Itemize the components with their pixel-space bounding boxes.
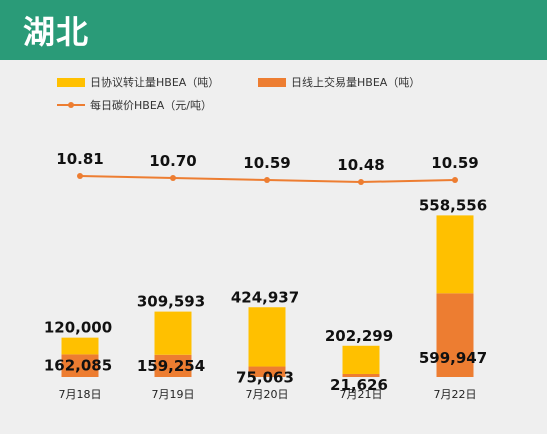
bar-agreement (342, 345, 380, 374)
bar-agreement (436, 215, 474, 294)
x-tick-label: 7月18日 (59, 388, 102, 401)
price-label: 10.59 (431, 154, 478, 172)
bar-agreement (154, 311, 192, 355)
data-label-agreement: 309,593 (137, 293, 205, 311)
price-point (452, 177, 458, 183)
bar-agreement (248, 307, 286, 367)
data-label-agreement: 558,556 (419, 196, 487, 214)
legend-label-online: 日线上交易量HBEA（吨） (291, 76, 421, 89)
price-point (264, 177, 270, 183)
legend-swatch-agreement (57, 77, 85, 87)
data-label-agreement: 424,937 (231, 288, 299, 306)
data-label-online: 21,626 (330, 376, 388, 394)
price-label: 10.70 (149, 152, 196, 170)
legend-item-agreement: 日协议转让量HBEA（吨） (57, 74, 219, 90)
data-label-agreement: 120,000 (44, 319, 112, 337)
legend-label-price: 每日碳价HBEA（元/吨） (90, 99, 212, 112)
bar-online (248, 366, 286, 377)
price-label: 10.59 (243, 154, 290, 172)
x-tick-label: 7月21日 (340, 388, 383, 401)
data-label-online: 162,085 (44, 356, 112, 374)
data-label-online: 75,063 (236, 369, 294, 387)
header-bar: 湖北 (0, 0, 547, 60)
bar-agreement (61, 337, 99, 355)
x-tick-label: 7月22日 (434, 388, 477, 401)
bar-online (436, 293, 474, 377)
bar-online (154, 354, 192, 377)
price-label: 10.48 (337, 156, 384, 174)
price-point (170, 175, 176, 181)
price-label: 10.81 (56, 150, 103, 168)
data-label-agreement: 202,299 (325, 327, 393, 345)
bar-online (342, 373, 380, 377)
legend-item-price: 每日碳价HBEA（元/吨） (57, 97, 212, 113)
x-tick-label: 7月20日 (246, 388, 289, 401)
data-label-online: 599,947 (419, 349, 487, 367)
price-point (358, 179, 364, 185)
legend-swatch-price (57, 100, 85, 110)
price-point (77, 173, 83, 179)
legend-swatch-online (258, 77, 286, 87)
data-label-online: 159,254 (137, 357, 205, 375)
x-tick-label: 7月19日 (152, 388, 195, 401)
legend-item-online: 日线上交易量HBEA（吨） (258, 74, 420, 90)
page-title: 湖北 (23, 13, 90, 51)
legend-label-agreement: 日协议转让量HBEA（吨） (90, 76, 220, 89)
bar-online (61, 354, 99, 377)
